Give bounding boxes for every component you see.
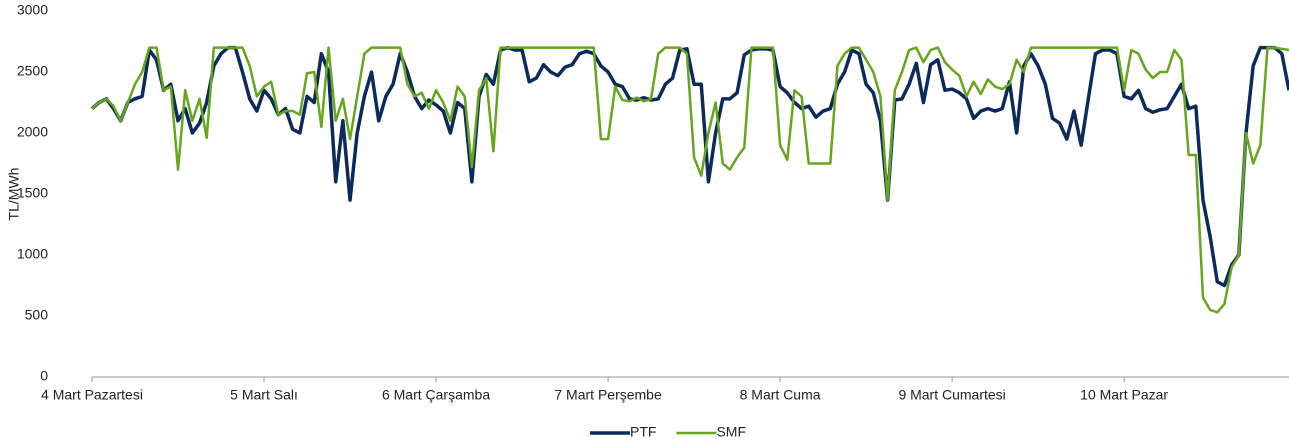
series-line <box>90 45 1289 288</box>
x-tick-label: 10 Mart Pazar <box>1080 387 1168 403</box>
y-tick-label: 3000 <box>17 2 48 18</box>
y-axis-label: TL/MWh <box>6 168 22 221</box>
y-tick-label: 500 <box>25 307 49 323</box>
x-tick-label: 4 Mart Pazartesi <box>41 387 143 403</box>
x-tick-label: 5 Mart Salı <box>230 387 298 403</box>
y-tick-label: 2000 <box>17 124 48 140</box>
x-tick-label: 6 Mart Çarşamba <box>382 387 490 403</box>
y-tick-label: 0 <box>40 368 48 384</box>
legend-label: SMF <box>716 424 746 440</box>
x-tick-label: 7 Mart Perşembe <box>554 387 662 403</box>
legend-label: PTF <box>630 424 656 440</box>
x-tick-label: 8 Mart Cuma <box>740 387 821 403</box>
legend-item: PTF <box>590 424 656 440</box>
y-tick-label: 1500 <box>17 185 48 201</box>
y-tick-label: 2500 <box>17 63 48 79</box>
x-tick-label: 9 Mart Cumartesi <box>898 387 1005 403</box>
legend-item: SMF <box>676 424 746 440</box>
series-line <box>91 46 1289 314</box>
y-tick-label: 1000 <box>17 246 48 262</box>
